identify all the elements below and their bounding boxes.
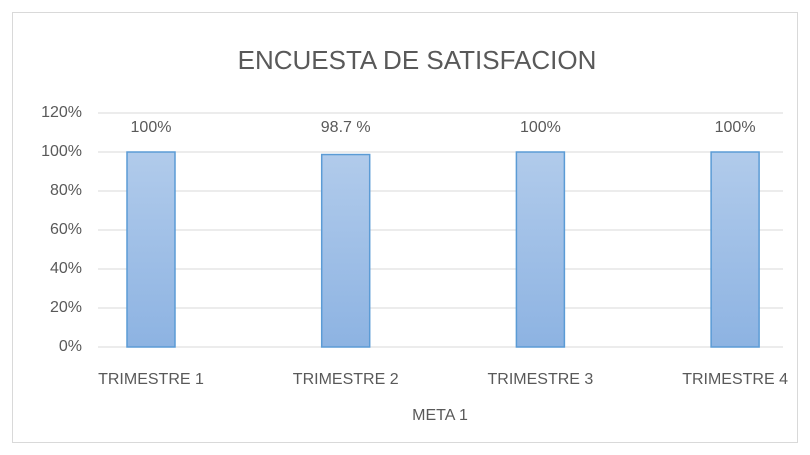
bar [126, 151, 176, 348]
x-tick-label: TRIMESTRE 3 [488, 371, 594, 388]
x-tick-label: TRIMESTRE 4 [682, 371, 788, 388]
y-tick-label: 20% [50, 299, 82, 316]
y-tick-label: 120% [41, 104, 82, 121]
bar [320, 153, 371, 348]
x-tick-label: TRIMESTRE 1 [98, 371, 204, 388]
y-tick-label: 0% [59, 338, 82, 355]
x-tick-label: TRIMESTRE 2 [293, 371, 399, 388]
y-tick-label: 60% [50, 221, 82, 238]
chart-title: ENCUESTA DE SATISFACION [238, 45, 597, 75]
data-label: 100% [715, 119, 756, 136]
y-tick-label: 40% [50, 260, 82, 277]
y-tick-label: 80% [50, 182, 82, 199]
x-axis-title: META 1 [412, 407, 468, 424]
data-label: 100% [520, 119, 561, 136]
bar [710, 151, 760, 348]
y-tick-label: 100% [41, 143, 82, 160]
data-label: 98.7 % [321, 119, 371, 136]
data-label: 100% [131, 119, 172, 136]
bar [515, 151, 566, 348]
